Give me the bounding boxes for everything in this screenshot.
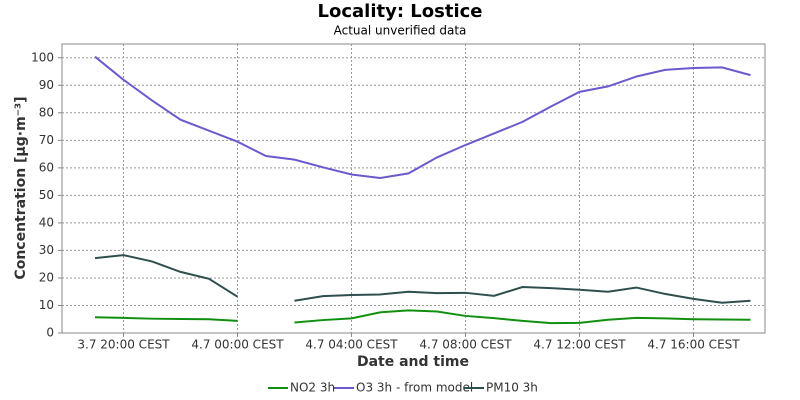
x-tick-label: 4.7 12:00 CEST (533, 338, 626, 352)
y-tick-label: 40 (39, 215, 54, 229)
y-tick-label: 50 (39, 188, 54, 202)
chart-subtitle: Actual unverified data (334, 24, 467, 38)
series-line (94, 55, 751, 180)
x-axis-title: Date and time (357, 354, 469, 370)
y-tick-label: 0 (46, 326, 54, 340)
x-tick-label: 4.7 04:00 CEST (305, 338, 398, 352)
x-tick-label: 4.7 08:00 CEST (419, 338, 512, 352)
y-tick-label: 20 (39, 270, 54, 284)
chart-title: Locality: Lostice (318, 1, 483, 22)
x-tick-label: 4.7 16:00 CEST (647, 338, 740, 352)
x-tick-label: 4.7 00:00 CEST (191, 338, 284, 352)
y-tick-label: 60 (39, 160, 54, 174)
legend-label: O3 3h - from model (356, 381, 473, 395)
plot-area (61, 43, 766, 334)
series-line (94, 309, 751, 325)
series-line (94, 254, 751, 304)
y-tick-label: 10 (39, 298, 54, 312)
x-tick-label: 3.7 20:00 CEST (77, 338, 170, 352)
y-tick-label: 70 (39, 133, 54, 147)
y-tick-label: 100 (31, 50, 54, 64)
legend-label: PM10 3h (486, 381, 538, 395)
y-tick-label: 30 (39, 243, 54, 257)
legend-label: NO2 3h (290, 381, 335, 395)
y-tick-label: 80 (39, 105, 54, 119)
y-tick-label: 90 (39, 78, 54, 92)
y-axis-title: Concentration [µg·m⁻³] (13, 96, 29, 279)
